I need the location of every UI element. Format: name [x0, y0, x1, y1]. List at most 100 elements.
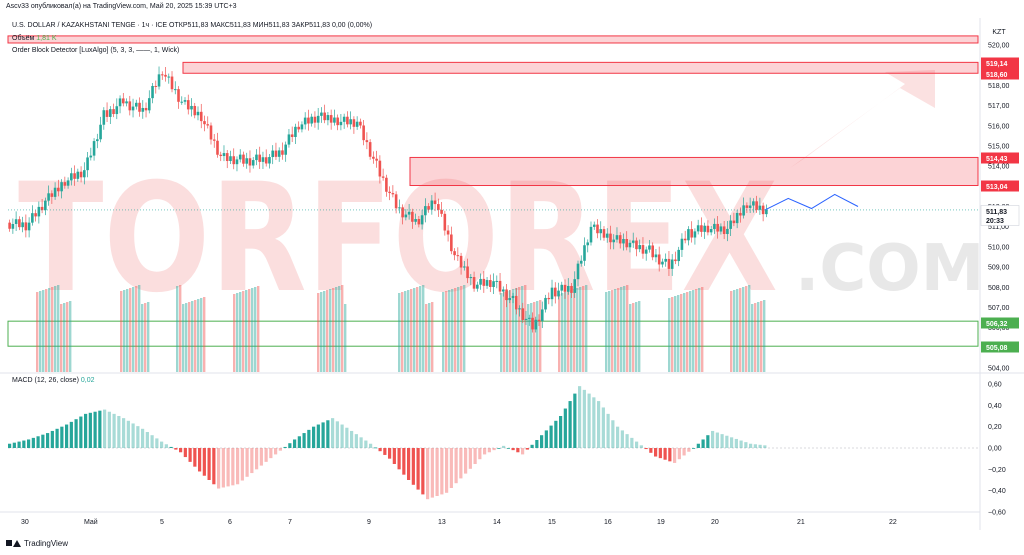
macd-bar [449, 448, 453, 488]
volume-bar [123, 290, 126, 372]
candle-body [63, 182, 67, 186]
macd-legend[interactable]: MACD (12, 26, close) 0,02 [12, 377, 95, 384]
candle-body [667, 258, 671, 269]
macd-bar [563, 408, 567, 448]
macd-tick: −0,60 [988, 510, 1006, 517]
candle-body [401, 207, 404, 218]
watermark: TORFOREX .COM [18, 70, 984, 326]
macd-bar [582, 389, 586, 448]
volume-bar [419, 286, 422, 372]
volume-bar [233, 294, 236, 372]
volume-bar [197, 299, 200, 372]
macd-bar [331, 418, 335, 448]
macd-bar [411, 448, 415, 485]
time-axis[interactable]: 30 Май 5 6 7 9 13 14 15 16 19 20 21 22 [21, 518, 897, 526]
volume-bar [138, 285, 141, 372]
candle-body [440, 209, 443, 214]
macd-bar [611, 420, 615, 448]
price-tick: 507,00 [988, 305, 1010, 312]
volume-bar [329, 289, 332, 372]
candle-body [34, 213, 37, 217]
macd-histogram [8, 386, 767, 500]
candle-body [362, 125, 365, 141]
macd-bar [259, 448, 263, 466]
time-label: 19 [657, 519, 665, 526]
macd-axis[interactable]: 0,60 0,40 0,20 0,00 −0,20 −0,40 −0,60 [988, 382, 1006, 517]
volume-bar [344, 304, 347, 372]
volume-bar [54, 286, 57, 372]
volume-legend[interactable]: Объём 1,81 K [12, 35, 57, 42]
candle-body [703, 225, 706, 232]
macd-bar [592, 397, 596, 448]
macd-bar [264, 448, 268, 462]
candle-body [489, 280, 492, 287]
macd-bar [293, 439, 297, 448]
candle-body [21, 222, 24, 228]
volume-bar [144, 303, 147, 372]
price-tag-bear: 519,14 [981, 57, 1019, 69]
candle-body [277, 150, 281, 157]
volume-bar [69, 301, 72, 372]
symbol-legend[interactable]: U.S. DOLLAR / KAZAKHSTANI TENGE · 1ч · I… [12, 22, 373, 29]
candle-body [125, 101, 128, 104]
volume-bar [39, 291, 42, 372]
candle-body [151, 85, 154, 99]
macd-bar [103, 409, 107, 448]
candle-body [50, 193, 54, 197]
candle-body [579, 260, 583, 264]
volume-bar [751, 304, 754, 372]
macd-bar [364, 440, 368, 448]
volume-bar [736, 289, 739, 372]
indicator-legend[interactable]: Order Block Detector [LuxAlgo] (5, 3, 3,… [12, 47, 180, 54]
volume-bar [570, 290, 573, 372]
candle-body [638, 245, 642, 250]
candle-body [700, 225, 703, 232]
candle-body [570, 285, 573, 293]
volume-bar [524, 285, 527, 372]
volume-bar [730, 291, 733, 372]
candle-body [290, 134, 294, 137]
tradingview-brand[interactable]: TradingView [6, 538, 68, 548]
candle-body [615, 235, 619, 240]
volume-bar [63, 303, 66, 372]
macd-bar [359, 437, 363, 448]
candle-body [553, 287, 557, 297]
macd-bar [677, 448, 681, 460]
candle-body [719, 226, 723, 232]
price-tag-box [981, 68, 1019, 80]
macd-bar [468, 448, 472, 469]
volume-bar [341, 285, 344, 372]
volume-bar [320, 292, 323, 372]
volume-bar [567, 291, 570, 372]
candle-body [14, 219, 18, 224]
candle-body [716, 223, 719, 232]
candle-body [463, 266, 466, 268]
volume-bar [614, 289, 617, 372]
candle-body [251, 160, 255, 166]
macd-bar [711, 430, 715, 448]
candle-body [160, 74, 164, 76]
candle-body [453, 251, 456, 256]
candle-body [281, 150, 284, 155]
candle-body [229, 156, 232, 162]
candle-body [164, 74, 167, 77]
macd-bar [430, 448, 434, 498]
volume-bar [635, 302, 638, 372]
price-tag-box [981, 341, 1019, 353]
candle-body [407, 211, 411, 215]
currency-button[interactable]: KZT [988, 27, 1010, 38]
macd-bar [506, 448, 510, 449]
macd-bar [663, 448, 667, 460]
volume-bar [323, 291, 326, 372]
watermark-arrow [790, 70, 935, 168]
volume-bar [689, 291, 692, 372]
volume-bar [500, 293, 503, 372]
candle-body [596, 224, 599, 234]
volume-bar [442, 292, 445, 372]
candle-body [527, 317, 531, 319]
volume-bar [733, 290, 736, 372]
volume-bar [200, 298, 203, 372]
macd-bar [131, 423, 135, 448]
candle-body [342, 116, 346, 122]
